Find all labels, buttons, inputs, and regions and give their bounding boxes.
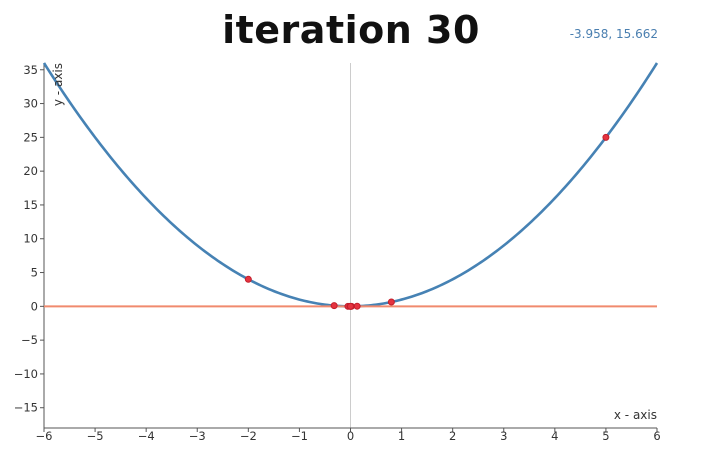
x-tick-label: 4 [551, 429, 558, 443]
y-tick-label: −15 [14, 401, 38, 415]
iteration-point [387, 298, 395, 306]
cursor-coordinate-readout: -3.958, 15.662 [569, 27, 658, 41]
iteration-point [353, 302, 361, 310]
x-tick-label: 2 [449, 429, 456, 443]
x-tick-label: 0 [347, 429, 354, 443]
x-tick-label: −5 [87, 429, 104, 443]
x-tick-label: 1 [398, 429, 405, 443]
points-layer [244, 133, 610, 310]
chart-title: iteration 30 [222, 8, 480, 52]
y-tick-label: 10 [23, 232, 38, 246]
y-tick-label: 15 [23, 198, 38, 212]
y-tick-label: 5 [31, 266, 38, 280]
iteration-point [244, 275, 252, 283]
iteration-point [602, 133, 610, 141]
y-tick-label: −10 [14, 367, 38, 381]
y-tick-label: −5 [21, 333, 38, 347]
y-tick-label: 20 [23, 164, 38, 178]
y-tick-label: 35 [23, 63, 38, 77]
labels-layer: −6 −5 −4 −3 −2 −1 0 1 2 3 4 5 635302520151050−5−10−1… [14, 63, 661, 443]
x-tick-label: −2 [240, 429, 257, 443]
y-tick-label: 30 [23, 97, 38, 111]
iteration-point [330, 302, 338, 310]
y-axis-label: y - axis [51, 63, 65, 106]
y-tick-label: 0 [31, 299, 38, 313]
x-tick-label: 3 [500, 429, 507, 443]
x-tick-label: −6 [36, 429, 53, 443]
x-tick-label: −4 [138, 429, 155, 443]
x-tick-label: −3 [189, 429, 206, 443]
x-tick-label: −1 [291, 429, 308, 443]
iteration-point [347, 302, 354, 310]
x-axis-label: x - axis [614, 408, 657, 422]
y-tick-label: 25 [23, 130, 38, 144]
x-tick-label: 5 [602, 429, 609, 443]
x-tick-label: 6 [653, 429, 660, 443]
axes-layer [40, 63, 658, 432]
